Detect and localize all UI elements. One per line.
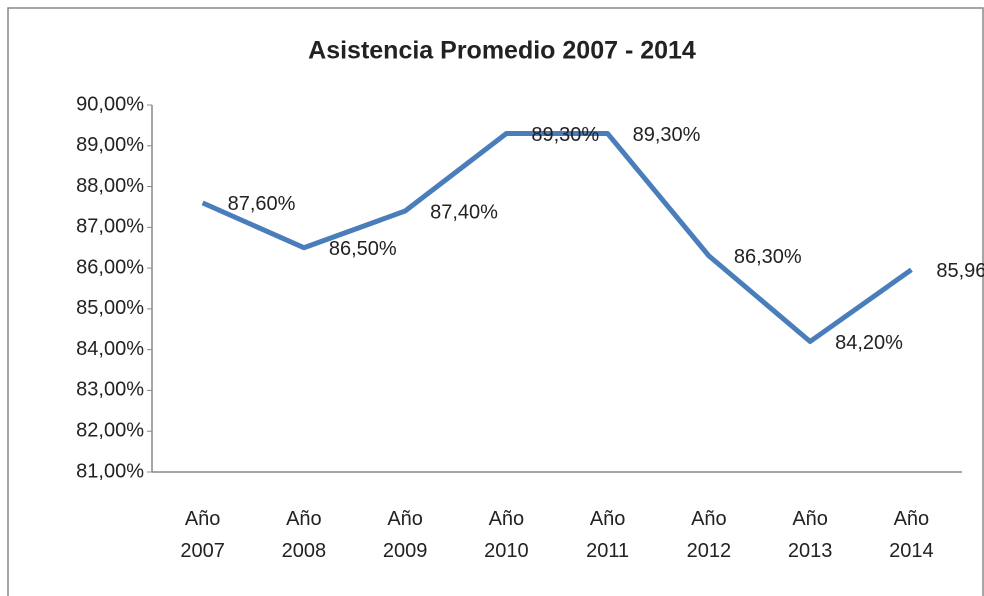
x-tick-label: Año 2013 bbox=[788, 508, 833, 562]
x-tick-label: Año 2011 bbox=[586, 508, 629, 562]
data-label: 89,30% bbox=[531, 124, 599, 146]
y-tick-label: 86,00% bbox=[76, 256, 144, 278]
x-tick-label: Año 2012 bbox=[687, 508, 732, 562]
x-tick-label: Año 2014 bbox=[889, 508, 934, 562]
chart-title: Asistencia Promedio 2007 - 2014 bbox=[308, 37, 696, 65]
x-tick-label: Año 2008 bbox=[282, 508, 327, 562]
y-tick-label: 87,00% bbox=[76, 216, 144, 238]
y-tick-label: 84,00% bbox=[76, 338, 144, 360]
data-label: 86,50% bbox=[329, 238, 397, 260]
y-tick-label: 81,00% bbox=[76, 460, 144, 482]
y-tick-label: 89,00% bbox=[76, 134, 144, 156]
x-tick-label: Año 2007 bbox=[180, 508, 225, 562]
y-tick-label: 88,00% bbox=[76, 175, 144, 197]
data-label: 87,60% bbox=[228, 193, 296, 215]
y-tick-label: 85,00% bbox=[76, 297, 144, 319]
x-tick-label: Año 2009 bbox=[383, 508, 428, 562]
data-label: 84,20% bbox=[835, 332, 903, 354]
y-tick-label: 90,00% bbox=[76, 93, 144, 115]
data-label: 87,40% bbox=[430, 201, 498, 223]
data-label: 85,96% bbox=[936, 260, 984, 282]
data-label: 86,30% bbox=[734, 246, 802, 268]
data-label: 89,30% bbox=[633, 124, 701, 146]
x-tick-label: Año 2010 bbox=[484, 508, 529, 562]
series-line bbox=[201, 131, 913, 345]
chart-frame bbox=[7, 7, 984, 596]
y-tick-label: 82,00% bbox=[76, 420, 144, 442]
y-tick-label: 83,00% bbox=[76, 379, 144, 401]
